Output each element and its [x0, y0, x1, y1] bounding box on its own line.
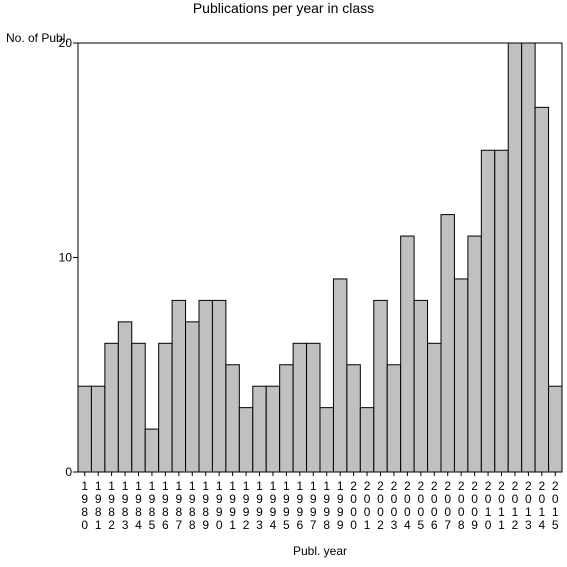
bar-2011: [494, 149, 509, 473]
bar-1989: [198, 299, 213, 473]
y-axis: 0 10 20: [59, 36, 78, 479]
bar-1985: [144, 428, 160, 473]
bar-2006: [427, 342, 442, 473]
bar-1980: [77, 385, 92, 473]
bar-1986: [158, 342, 173, 473]
bars-group: [77, 42, 563, 473]
bar-2012: [507, 42, 523, 473]
bar-1988: [185, 321, 200, 473]
bar-1991: [225, 364, 240, 473]
bar-2007: [440, 214, 455, 473]
y-axis-label: No. of Publ.: [6, 31, 69, 45]
bar-2013: [521, 42, 536, 473]
x-axis-label: Publ. year: [292, 544, 348, 558]
bar-2015: [548, 385, 563, 473]
x-axis: 1 9 8 0 1 9 8 1 1 9 8 2 1 9 8 3 1 9 8 4 1 9 8 5 1 9 8 6 1 9 8 7 1 9 8 8 1 9 8 9…: [81, 472, 559, 532]
bar-1987: [171, 299, 187, 473]
bar-1983: [117, 321, 133, 473]
bar-1994: [265, 385, 281, 473]
y-tick-label-0: 0: [65, 465, 72, 479]
bar-1996: [292, 342, 308, 473]
bar-1998: [319, 407, 334, 473]
bar-2003: [386, 364, 402, 473]
bar-2010: [480, 149, 496, 473]
y-tick-label-10: 10: [59, 251, 73, 265]
bar-1990: [211, 299, 227, 473]
bar-2000: [346, 364, 361, 473]
chart-title: Publications per year in class: [192, 0, 375, 16]
bar-2002: [373, 299, 388, 473]
bar-2008: [453, 278, 469, 473]
y-tick-label-20: 20: [59, 36, 73, 50]
bar-2004: [400, 235, 415, 473]
bar-1981: [90, 385, 106, 473]
bar-2009: [467, 235, 482, 473]
bar-1999: [332, 278, 348, 473]
bar-1995: [279, 364, 294, 473]
bar-1984: [131, 342, 146, 473]
bar-1982: [104, 342, 119, 473]
bar-1992: [238, 407, 254, 473]
bar-2014: [534, 106, 550, 473]
bar-1993: [252, 385, 267, 473]
bar-2001: [359, 407, 375, 473]
bar-1997: [306, 342, 321, 473]
bar-2005: [413, 299, 429, 473]
